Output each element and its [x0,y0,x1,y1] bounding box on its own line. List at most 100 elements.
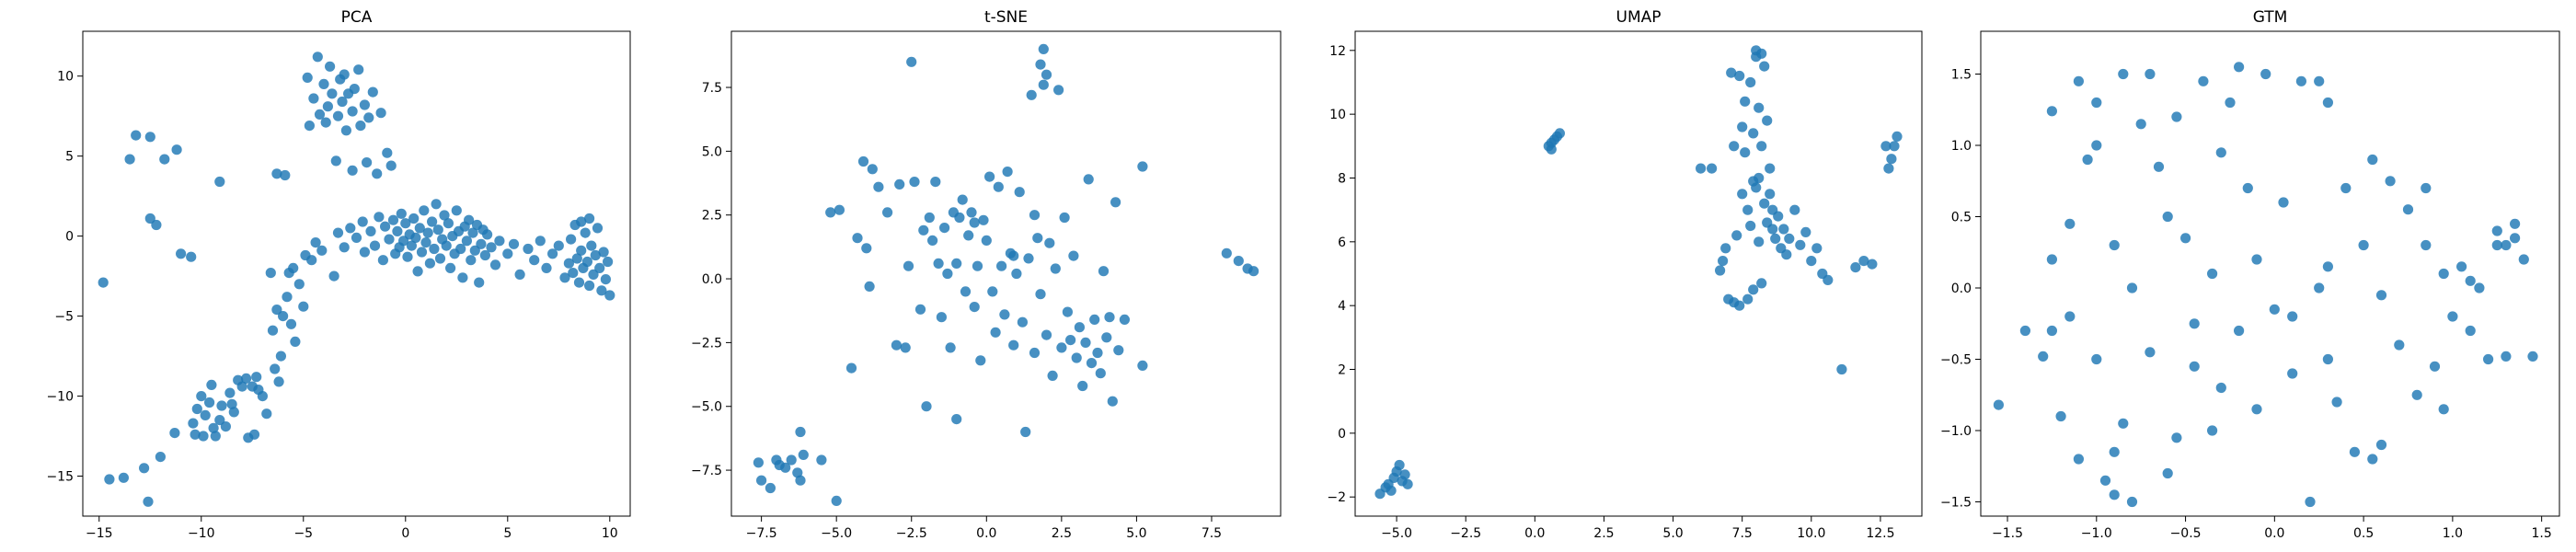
scatter-point [2287,311,2298,322]
scatter-point [1696,163,1707,174]
scatter-point [494,236,505,247]
scatter-point [332,227,344,238]
scatter-point [434,253,446,264]
scatter-point [1011,268,1022,280]
scatter-point [590,249,601,261]
scatter-point [396,208,407,219]
scatter-point [1823,274,1834,285]
scatter-point [1041,329,1052,340]
scatter-point [318,78,329,89]
scatter-point [1071,352,1082,363]
scatter-point [1745,76,1756,88]
scatter-point [419,205,430,216]
scatter-point [936,312,947,323]
scatter-point [476,238,487,249]
scatter-point [280,169,291,181]
scatter-point [921,401,932,412]
scatter-point [1029,210,1041,221]
scatter-point [1762,115,1773,126]
scatter-point [2099,475,2111,486]
scatter-point [584,213,595,224]
scatter-point [825,207,836,218]
scatter-point [2465,275,2476,286]
scatter-point [420,237,431,248]
scatter-point [1014,187,1025,198]
scatter-point [867,164,878,175]
scatter-point [523,243,534,255]
x-tick-label: 12.5 [1866,526,1894,541]
scatter-point [1795,239,1806,250]
y-tick-label: 10 [1329,108,1346,122]
scatter-point [975,355,986,366]
scatter-point [960,286,972,297]
scatter-point [382,147,393,158]
scatter-point [2375,439,2387,451]
scatter-point [290,336,301,347]
scatter-point [1119,314,1130,325]
scatter-point [1101,332,1112,343]
scatter-point [365,225,376,236]
scatter-point [479,249,491,261]
x-tick-label: 5.0 [1662,526,1683,541]
scatter-point [1781,249,1792,260]
scatter-point [900,342,911,353]
scatter-point [1026,89,1037,100]
scatter-point [914,304,926,315]
scatter-point [1734,70,1745,82]
scatter-point [2109,489,2120,500]
scatter-point [2073,454,2084,465]
y-tick-label: 10 [57,70,74,85]
scatter-point [282,292,293,303]
scatter-point [1092,347,1103,359]
scatter-point [489,259,501,270]
scatter-point [502,248,513,259]
scatter-point [2082,154,2093,166]
scatter-point [144,213,155,224]
scatter-point [2055,410,2066,422]
scatter-point [400,218,411,229]
scatter-point [1789,204,1800,215]
scatter-point [2189,318,2200,329]
scatter-point [2402,204,2414,215]
scatter-point [322,101,333,112]
scatter-point [328,270,339,282]
scatter-point [603,256,614,268]
scatter-point [298,301,309,312]
scatter-point [1993,399,2004,410]
scatter-point [798,449,809,460]
scatter-point [588,269,599,280]
scatter-point [1729,141,1740,152]
scatter-point [2491,239,2502,251]
scatter-point [972,260,983,271]
scatter-point [2207,425,2218,436]
scatter-point [596,285,607,296]
scatter-point [2135,119,2146,130]
scatter-point [2073,75,2084,86]
y-tick-label: 4 [1338,299,1346,314]
scatter-point [1050,263,1061,274]
scatter-point [2358,239,2369,251]
scatter-point [1767,224,1778,235]
panel-title: GTM [2253,8,2288,27]
scatter-point [2064,218,2076,229]
scatter-point [984,171,995,182]
scatter-point [924,212,935,224]
scatter-point [1731,230,1742,241]
scatter-point [1056,342,1067,353]
scatter-point [1720,243,1731,254]
scatter-point [1059,212,1070,224]
scatter-point [2019,325,2030,337]
scatter-point [304,121,315,132]
scatter-point [220,421,231,432]
scatter-point [1707,163,1718,174]
scatter-point [1754,102,1765,113]
scatter-point [210,431,221,442]
scatter-point [236,381,247,392]
scatter-point [756,475,767,486]
scatter-point [2234,325,2245,337]
scatter-point [377,255,388,266]
scatter-point [2322,97,2333,109]
scatter-point [1137,161,1148,172]
scatter-point [1858,256,1869,267]
scatter-point [455,243,466,255]
